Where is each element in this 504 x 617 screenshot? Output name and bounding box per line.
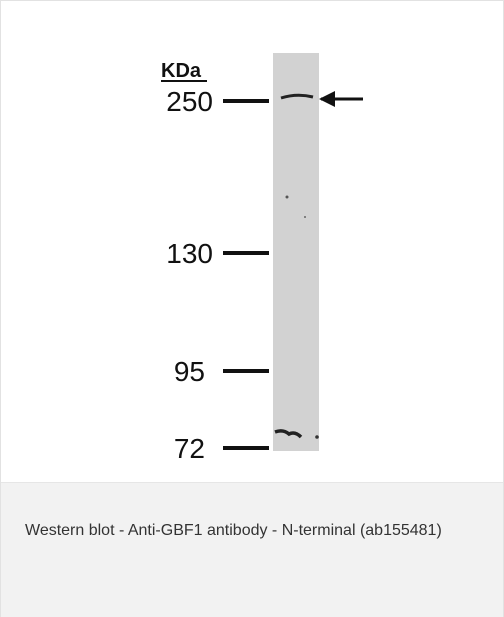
marker-label: 130 — [166, 238, 213, 269]
arrowhead — [319, 91, 335, 107]
speck — [304, 216, 306, 218]
unit-label: KDa — [161, 60, 202, 82]
gel-lane — [273, 53, 319, 451]
marker-label: 95 — [174, 356, 205, 387]
marker-label: 250 — [166, 86, 213, 117]
image-card: KDa 250 130 95 72 Western blot - Anti-GB… — [0, 0, 504, 617]
speck — [315, 435, 319, 439]
caption: Western blot - Anti-GBF1 antibody - N-te… — [1, 483, 479, 555]
caption-box: Western blot - Anti-GBF1 antibody - N-te… — [1, 482, 503, 617]
speck — [286, 196, 289, 199]
marker-label: 72 — [174, 433, 205, 464]
western-blot-figure: KDa 250 130 95 72 — [1, 1, 503, 482]
